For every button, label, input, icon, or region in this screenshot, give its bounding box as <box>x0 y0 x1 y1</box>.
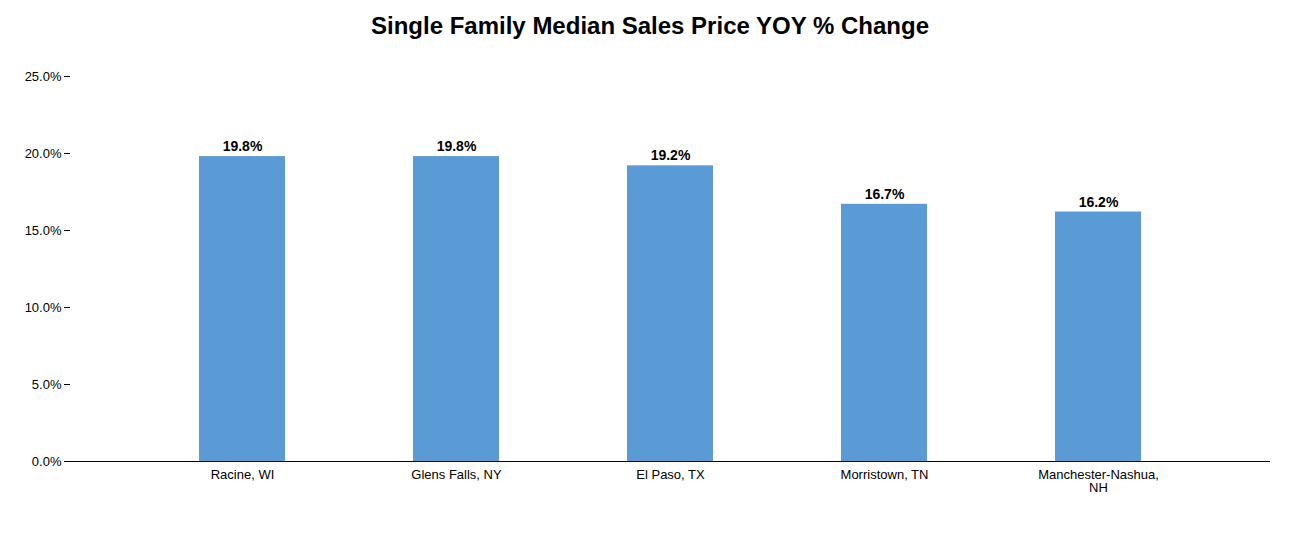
svg-text:25.0%: 25.0% <box>25 69 62 84</box>
svg-text:Racine, WI: Racine, WI <box>211 467 275 482</box>
svg-text:0.0%: 0.0% <box>32 454 62 469</box>
svg-text:El Paso, TX: El Paso, TX <box>636 467 705 482</box>
svg-text:16.2%: 16.2% <box>1079 194 1119 210</box>
svg-text:Morristown, TN: Morristown, TN <box>841 467 929 482</box>
svg-text:19.2%: 19.2% <box>651 147 691 163</box>
svg-text:20.0%: 20.0% <box>25 146 62 161</box>
svg-text:19.8%: 19.8% <box>437 138 477 154</box>
svg-text:19.8%: 19.8% <box>223 138 263 154</box>
html-text:Single Family Median Sales Pri: Single Family Median Sales Price YOY % C… <box>371 12 929 39</box>
svg-text:Glens Falls, NY: Glens Falls, NY <box>411 467 502 482</box>
svg-text:15.0%: 15.0% <box>25 223 62 238</box>
svg-text:Manchester-Nashua,NH: Manchester-Nashua,NH <box>1038 467 1159 495</box>
svg-text:5.0%: 5.0% <box>32 377 62 392</box>
svg-text:10.0%: 10.0% <box>25 300 62 315</box>
svg-text:16.7%: 16.7% <box>865 186 905 202</box>
